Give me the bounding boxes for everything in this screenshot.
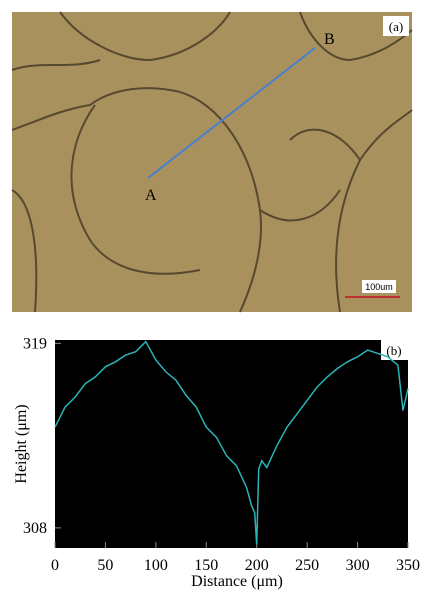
x-tick-label: 350 [396,557,420,574]
label-box [383,16,409,36]
micrograph: A B (a) 100um [11,11,413,313]
x-tick-label: 200 [245,557,269,574]
micrograph-background [12,12,412,312]
panel-label: (a) [389,19,403,34]
x-tick-label: 100 [144,557,168,574]
point-a-label: A [145,187,157,204]
point-b-label: B [324,31,335,48]
grain-boundaries [11,11,413,313]
x-tick-label: 250 [295,557,319,574]
x-tick-label: 300 [346,557,370,574]
plot-area [55,340,408,548]
x-axis-label: Distance (μm) [191,573,283,590]
y-tick-label: 319 [23,335,47,352]
scale-bar-label: 100um [365,282,393,292]
data-line [54,340,409,545]
y-tick-label: 308 [23,520,47,537]
label-box [381,340,408,360]
panel-label: (b) [386,343,401,358]
y-axis-label: Height (μm) [13,404,30,483]
x-tick-label: 50 [97,557,113,574]
x-tick-label: 0 [51,557,59,574]
x-tick-label: 150 [194,557,218,574]
scale-box [362,280,396,293]
profile-line [147,47,316,179]
